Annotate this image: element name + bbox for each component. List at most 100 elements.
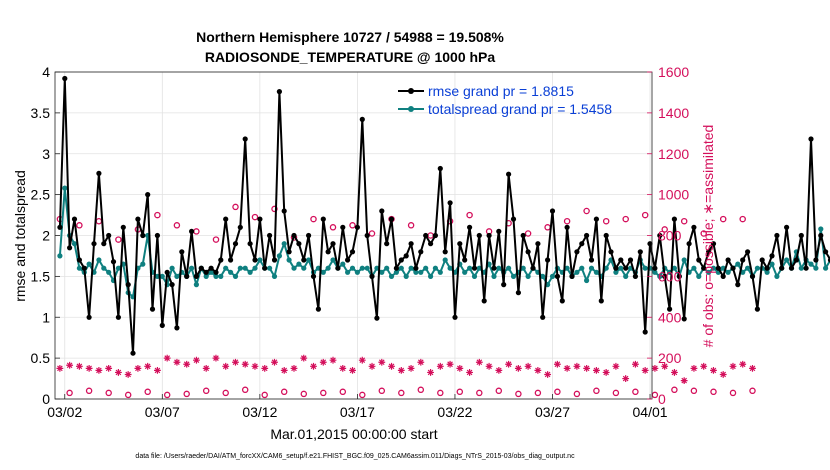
totalspread-point (281, 241, 287, 247)
rmse-point (62, 75, 68, 82)
right-y-axis: 0 200 400 600 800 1000 1200 1400 1600 (647, 64, 689, 407)
totalspread-point (237, 265, 243, 271)
x-axis-label: Mar.01,2015 00:00:00 start (270, 426, 437, 442)
rmse-point (637, 249, 643, 255)
obs-assimilated-point (505, 360, 513, 368)
obs-possible-point (251, 213, 259, 221)
obs-possible-point (602, 217, 610, 225)
rmse-point (374, 315, 380, 321)
rmse-point (569, 273, 575, 279)
rmse-point (286, 249, 292, 255)
obs-assimilated-point (66, 361, 74, 369)
totalspread-point (330, 257, 336, 263)
totalspread-point (71, 241, 78, 247)
obs-possible-point (729, 389, 737, 397)
rmse-point (813, 257, 819, 263)
totalspread-point (520, 265, 526, 271)
rmse-point (130, 350, 136, 356)
obs-possible-point (719, 215, 727, 223)
totalspread-point (159, 273, 165, 279)
left-tick-label: 3 (42, 146, 50, 162)
obs-assimilated-point (749, 364, 756, 372)
right-tick-label: 400 (658, 309, 682, 325)
rmse-point (793, 257, 800, 263)
totalspread-point (193, 282, 199, 288)
rmse-point (96, 170, 102, 176)
totalspread-point (203, 273, 209, 279)
totalspread-point (603, 265, 609, 271)
totalspread-point (706, 269, 712, 275)
obs-possible-point (339, 388, 347, 396)
totalspread-point (584, 277, 590, 284)
rmse-point (57, 224, 63, 230)
rmse-point (603, 232, 609, 239)
rmse-point (393, 265, 399, 271)
obs-assimilated-point (212, 354, 220, 362)
obs-assimilated-point (358, 356, 366, 364)
rmse-point (242, 136, 248, 142)
totalspread-point (725, 269, 731, 275)
rmse-point (388, 216, 395, 222)
totalspread-point (813, 265, 819, 271)
obs-possible-point (739, 215, 746, 223)
rmse-point (662, 273, 668, 279)
obs-possible-point (349, 222, 356, 229)
rmse-point (340, 224, 346, 230)
obs-possible-point (163, 391, 171, 399)
x-tick-label: 03/17 (340, 404, 375, 420)
totalspread-point (657, 273, 663, 279)
rmse-point (545, 257, 551, 263)
obs-assimilated-point (310, 362, 317, 370)
rmse-point (803, 265, 809, 271)
totalspread-point (818, 226, 824, 232)
rmse-point (359, 116, 365, 122)
obs-possible-point (76, 222, 83, 229)
rmse-point (330, 241, 336, 247)
rmse-point (667, 306, 673, 312)
totalspread-point (286, 257, 292, 263)
obs-possible-point (85, 387, 93, 395)
totalspread-point (393, 269, 399, 275)
totalspread-point (359, 265, 365, 271)
rmse-point (745, 249, 751, 255)
obs-assimilated-point (280, 366, 288, 374)
left-tick-label: 1.5 (31, 268, 51, 284)
rmse-point (218, 257, 224, 263)
obs-assimilated-point (241, 360, 249, 368)
obs-assimilated-point (446, 360, 454, 368)
totalspread-point (62, 185, 68, 191)
totalspread-point (276, 253, 282, 259)
left-tick-label: 3.5 (31, 105, 51, 121)
obs-assimilated-point (319, 358, 327, 366)
rmse-point (642, 329, 648, 335)
left-tick-label: 0 (42, 391, 50, 407)
rmse-point (559, 298, 565, 304)
obs-assimilated-point (719, 371, 727, 378)
rmse-point (779, 265, 785, 271)
rmse-point (71, 216, 78, 222)
totalspread-point (379, 269, 385, 275)
rmse-point (788, 265, 795, 271)
obs-assimilated-point (115, 369, 122, 376)
rmse-point (184, 273, 190, 279)
obs-possible-point (583, 207, 590, 215)
totalspread-point (618, 265, 624, 271)
obs-possible-point (554, 388, 561, 396)
totalspread-point (691, 265, 697, 271)
totalspread-point (228, 269, 234, 275)
obs-assimilated-point (612, 362, 620, 370)
rmse-point (120, 224, 126, 230)
right-tick-label: 1200 (658, 146, 689, 162)
obs-possible-point (563, 217, 571, 225)
obs-possible-point (515, 390, 522, 398)
obs-assimilated-point (232, 358, 239, 366)
rmse-point (618, 257, 624, 263)
obs-assimilated-point (436, 362, 444, 370)
totalspread-point (710, 265, 717, 271)
rmse-point (81, 265, 87, 271)
obs-possible-point (183, 390, 190, 398)
obs-assimilated-point (202, 364, 210, 372)
totalspread-point (242, 265, 248, 271)
totalspread-point (540, 273, 546, 279)
